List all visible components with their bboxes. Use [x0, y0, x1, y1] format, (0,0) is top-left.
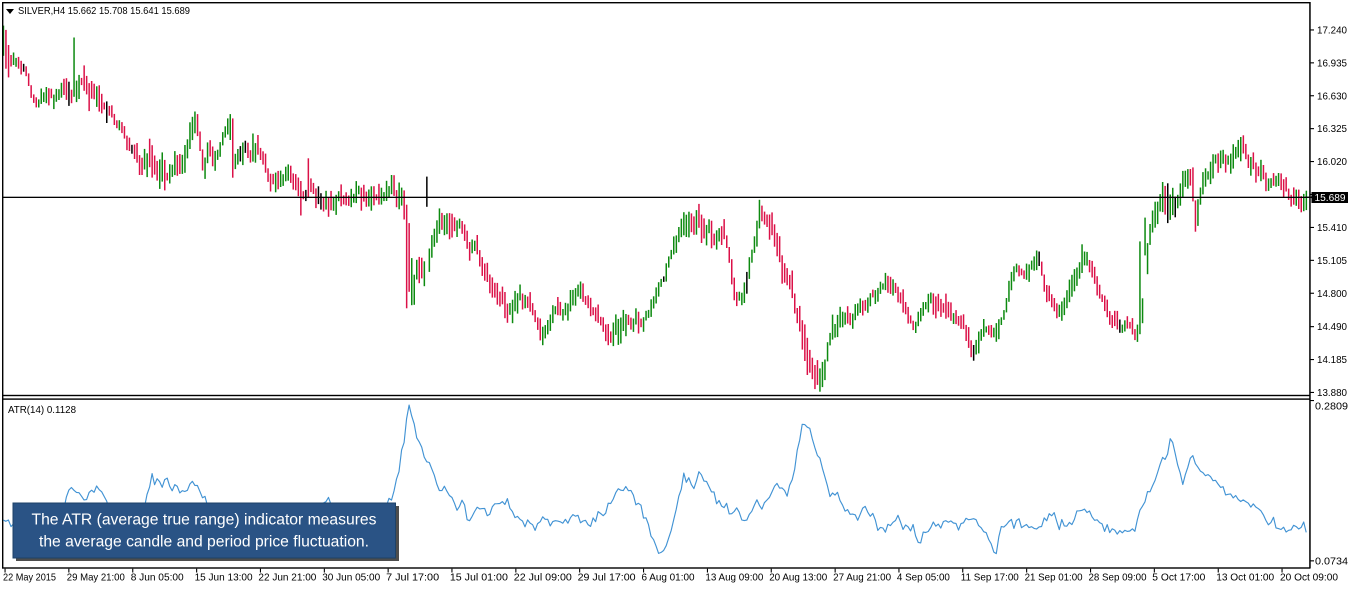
- svg-text:13 Aug 09:00: 13 Aug 09:00: [705, 573, 763, 584]
- svg-text:the average candle and period: the average candle and period price fluc…: [39, 534, 369, 551]
- svg-text:14.800: 14.800: [1317, 289, 1347, 300]
- svg-text:15.689: 15.689: [1315, 193, 1346, 204]
- svg-text:21 Sep 01:00: 21 Sep 01:00: [1025, 573, 1083, 584]
- svg-text:22 May 2015: 22 May 2015: [3, 573, 56, 584]
- svg-text:20 Aug 13:00: 20 Aug 13:00: [769, 573, 827, 584]
- svg-text:11 Sep 17:00: 11 Sep 17:00: [961, 573, 1019, 584]
- svg-text:16.935: 16.935: [1317, 58, 1347, 69]
- svg-text:ATR(14) 0.1128: ATR(14) 0.1128: [8, 404, 76, 416]
- svg-text:8 Jun 05:00: 8 Jun 05:00: [131, 573, 184, 584]
- svg-text:15.105: 15.105: [1317, 256, 1347, 267]
- svg-text:22 Jun 21:00: 22 Jun 21:00: [258, 573, 316, 584]
- svg-text:SILVER,H4 15.662 15.708 15.64: SILVER,H4 15.662 15.708 15.641 15.689: [18, 5, 190, 17]
- svg-text:The ATR (average true range) i: The ATR (average true range) indicator m…: [32, 512, 377, 529]
- svg-text:28 Sep 09:00: 28 Sep 09:00: [1089, 573, 1147, 584]
- svg-text:5 Oct 17:00: 5 Oct 17:00: [1152, 573, 1205, 584]
- svg-text:17.240: 17.240: [1317, 26, 1347, 37]
- svg-text:16.325: 16.325: [1317, 124, 1347, 135]
- svg-text:22 Jul 09:00: 22 Jul 09:00: [514, 573, 572, 584]
- svg-text:29 May 21:00: 29 May 21:00: [67, 573, 125, 584]
- svg-text:6 Aug 01:00: 6 Aug 01:00: [642, 573, 695, 584]
- svg-text:16.020: 16.020: [1317, 157, 1347, 168]
- svg-text:15.410: 15.410: [1317, 223, 1347, 234]
- svg-text:14.490: 14.490: [1317, 322, 1347, 333]
- svg-text:13.880: 13.880: [1317, 388, 1347, 399]
- svg-text:0.0734: 0.0734: [1315, 557, 1348, 568]
- svg-text:15 Jun 13:00: 15 Jun 13:00: [195, 573, 253, 584]
- svg-text:15 Jul 01:00: 15 Jul 01:00: [450, 573, 508, 584]
- svg-text:0.2809: 0.2809: [1315, 402, 1348, 413]
- svg-text:16.630: 16.630: [1317, 91, 1347, 102]
- svg-text:13 Oct 01:00: 13 Oct 01:00: [1216, 573, 1274, 584]
- svg-text:14.185: 14.185: [1317, 355, 1347, 366]
- svg-text:4 Sep 05:00: 4 Sep 05:00: [897, 573, 950, 584]
- svg-text:29 Jul 17:00: 29 Jul 17:00: [578, 573, 636, 584]
- svg-text:20 Oct 09:00: 20 Oct 09:00: [1280, 573, 1338, 584]
- svg-text:27 Aug 21:00: 27 Aug 21:00: [833, 573, 891, 584]
- svg-text:30 Jun 05:00: 30 Jun 05:00: [322, 573, 380, 584]
- svg-text:7 Jul 17:00: 7 Jul 17:00: [386, 573, 439, 584]
